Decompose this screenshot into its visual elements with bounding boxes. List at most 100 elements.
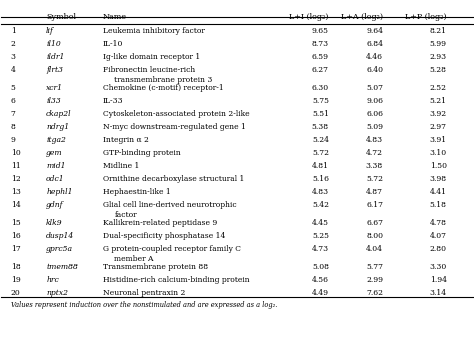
Text: 4.78: 4.78 (430, 219, 447, 227)
Text: Histidine-rich calcium-binding protein: Histidine-rich calcium-binding protein (103, 276, 249, 284)
Text: 2.93: 2.93 (429, 53, 447, 61)
Text: 1: 1 (11, 27, 16, 35)
Text: 9.65: 9.65 (312, 27, 329, 35)
Text: Glial cell line-derived neurotrophic: Glial cell line-derived neurotrophic (103, 201, 237, 209)
Text: 4.56: 4.56 (312, 276, 329, 284)
Text: 6.30: 6.30 (312, 84, 329, 92)
Text: 16: 16 (11, 233, 20, 240)
Text: 7: 7 (11, 110, 16, 118)
Text: 4.81: 4.81 (312, 162, 329, 170)
Text: 3.30: 3.30 (429, 263, 447, 271)
Text: 8.00: 8.00 (366, 233, 383, 240)
Text: Cytoskeleton-associated protein 2-like: Cytoskeleton-associated protein 2-like (103, 110, 249, 118)
Text: 8.21: 8.21 (430, 27, 447, 35)
Text: 1.50: 1.50 (430, 162, 447, 170)
Text: 7.62: 7.62 (366, 289, 383, 297)
Text: 4.07: 4.07 (430, 233, 447, 240)
Text: 5.16: 5.16 (312, 175, 329, 183)
Text: 6: 6 (11, 97, 16, 105)
Text: ildr1: ildr1 (46, 53, 64, 61)
Text: 4: 4 (11, 66, 16, 74)
Text: 6.27: 6.27 (312, 66, 329, 74)
Text: 5.75: 5.75 (312, 97, 329, 105)
Text: 5.77: 5.77 (366, 263, 383, 271)
Text: 4.83: 4.83 (312, 189, 329, 197)
Text: klk9: klk9 (46, 219, 63, 227)
Text: 5.28: 5.28 (430, 66, 447, 74)
Text: 5.51: 5.51 (312, 110, 329, 118)
Text: 3.92: 3.92 (429, 110, 447, 118)
Text: 14: 14 (11, 201, 20, 209)
Text: Dual-specificity phosphatase 14: Dual-specificity phosphatase 14 (103, 233, 225, 240)
Text: il33: il33 (46, 97, 61, 105)
Text: 5.72: 5.72 (312, 149, 329, 157)
Text: 3.98: 3.98 (429, 175, 447, 183)
Text: Midline 1: Midline 1 (103, 162, 139, 170)
Text: nptx2: nptx2 (46, 289, 68, 297)
Text: Transmembrane protein 88: Transmembrane protein 88 (103, 263, 208, 271)
Text: tmem88: tmem88 (46, 263, 78, 271)
Text: mid1: mid1 (46, 162, 66, 170)
Text: Neuronal pentraxin 2: Neuronal pentraxin 2 (103, 289, 185, 297)
Text: 20: 20 (11, 289, 20, 297)
Text: IL-33: IL-33 (103, 97, 123, 105)
Text: 12: 12 (11, 175, 20, 183)
Text: 15: 15 (11, 219, 20, 227)
Text: IL-10: IL-10 (103, 40, 123, 48)
Text: odc1: odc1 (46, 175, 65, 183)
Text: 3.14: 3.14 (429, 289, 447, 297)
Text: 6.84: 6.84 (366, 40, 383, 48)
Text: 5.24: 5.24 (312, 136, 329, 144)
Text: member A: member A (115, 255, 154, 263)
Text: il10: il10 (46, 40, 61, 48)
Text: transmembrane protein 3: transmembrane protein 3 (115, 76, 213, 84)
Text: gprc5a: gprc5a (46, 245, 73, 253)
Text: 9.06: 9.06 (366, 97, 383, 105)
Text: N-myc downstream-regulated gene 1: N-myc downstream-regulated gene 1 (103, 123, 246, 131)
Text: Ornithine decarboxylase structural 1: Ornithine decarboxylase structural 1 (103, 175, 244, 183)
Text: hephl1: hephl1 (46, 189, 73, 197)
Text: 4.04: 4.04 (366, 245, 383, 253)
Text: 5.08: 5.08 (312, 263, 329, 271)
Text: 2.97: 2.97 (430, 123, 447, 131)
Text: 3.38: 3.38 (366, 162, 383, 170)
Text: L+P (log₂): L+P (log₂) (405, 13, 447, 21)
Text: 4.72: 4.72 (366, 149, 383, 157)
Text: 9: 9 (11, 136, 16, 144)
Text: Symbol: Symbol (46, 13, 76, 21)
Text: L+A (log₂): L+A (log₂) (341, 13, 383, 21)
Text: 5.21: 5.21 (430, 97, 447, 105)
Text: gdnf: gdnf (46, 201, 64, 209)
Text: ndrg1: ndrg1 (46, 123, 69, 131)
Text: Values represent induction over the nonstimulated and are expressed as a log₂.: Values represent induction over the nons… (11, 301, 277, 309)
Text: 4.41: 4.41 (430, 189, 447, 197)
Text: L+I (log₂): L+I (log₂) (290, 13, 329, 21)
Text: 11: 11 (11, 162, 20, 170)
Text: Integrin α 2: Integrin α 2 (103, 136, 148, 144)
Text: 18: 18 (11, 263, 20, 271)
Text: 2: 2 (11, 40, 16, 48)
Text: 19: 19 (11, 276, 20, 284)
Text: 5.25: 5.25 (312, 233, 329, 240)
Text: 13: 13 (11, 189, 21, 197)
Text: 9.64: 9.64 (366, 27, 383, 35)
Text: dusp14: dusp14 (46, 233, 74, 240)
Text: Hephaestin-like 1: Hephaestin-like 1 (103, 189, 171, 197)
Text: 3.91: 3.91 (429, 136, 447, 144)
Text: 6.67: 6.67 (366, 219, 383, 227)
Text: 8.73: 8.73 (312, 40, 329, 48)
Text: ckap2l: ckap2l (46, 110, 72, 118)
Text: itga2: itga2 (46, 136, 66, 144)
Text: 5.99: 5.99 (430, 40, 447, 48)
Text: 5.09: 5.09 (366, 123, 383, 131)
Text: 6.59: 6.59 (312, 53, 329, 61)
Text: Name: Name (103, 13, 127, 21)
Text: 2.52: 2.52 (430, 84, 447, 92)
Text: 5.07: 5.07 (366, 84, 383, 92)
Text: 5.18: 5.18 (430, 201, 447, 209)
Text: 5: 5 (11, 84, 16, 92)
Text: Fibronectin leucine-rich: Fibronectin leucine-rich (103, 66, 195, 74)
Text: 3: 3 (11, 53, 16, 61)
Text: 4.45: 4.45 (312, 219, 329, 227)
Text: 6.06: 6.06 (366, 110, 383, 118)
